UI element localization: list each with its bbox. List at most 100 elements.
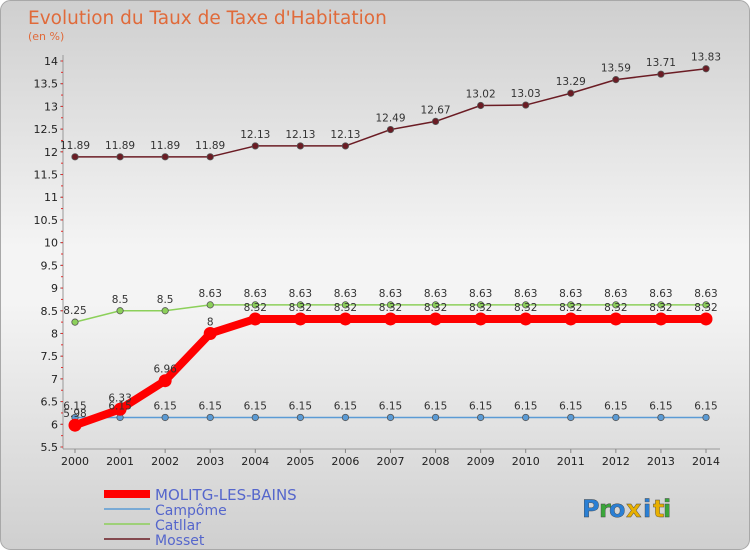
y-tick-label: 6.5 [41, 396, 59, 409]
data-point-molitg-les-bains [68, 418, 82, 432]
data-point-catllar [386, 301, 395, 309]
data-label-molitg-les-bains: 8.32 [244, 302, 267, 314]
y-tick-label: 7 [51, 373, 58, 386]
data-label-camp-me: 6.15 [649, 400, 672, 412]
y-minor-tick [61, 174, 63, 176]
y-minor-tick [61, 105, 63, 107]
legend-label-camp-me: Campôme [155, 503, 227, 519]
y-tick-label: 12.5 [34, 123, 59, 136]
data-point-mosset [567, 89, 575, 97]
data-point-mosset [341, 142, 350, 150]
data-label-catllar: 8.63 [334, 288, 357, 300]
data-label-mosset: 13.29 [556, 76, 586, 88]
y-tick-label: 11 [44, 191, 58, 204]
y-tick-label: 13.5 [34, 78, 59, 91]
data-label-molitg-les-bains: 8.32 [469, 302, 492, 314]
data-label-mosset: 11.89 [150, 140, 180, 152]
y-tick-label: 12 [44, 146, 58, 159]
data-label-molitg-les-bains: 5.98 [63, 408, 86, 420]
data-point-catllar [116, 307, 124, 315]
data-label-mosset: 13.02 [466, 89, 496, 101]
data-label-molitg-les-bains: 8.32 [604, 302, 627, 314]
y-minor-tick [61, 276, 63, 278]
data-label-catllar: 8.63 [649, 288, 672, 300]
data-label-molitg-les-bains: 8.32 [559, 302, 582, 314]
data-label-molitg-les-bains: 6.96 [153, 364, 177, 376]
y-minor-tick [61, 139, 63, 141]
logo-letter: t [653, 495, 664, 523]
y-minor-tick [61, 242, 63, 244]
data-label-mosset: 12.67 [421, 104, 451, 116]
data-label-catllar: 8.5 [112, 294, 129, 306]
y-tick-label: 5.5 [41, 441, 59, 454]
y-minor-tick [61, 185, 63, 187]
data-label-camp-me: 6.15 [559, 400, 582, 412]
y-minor-tick [61, 128, 63, 130]
data-point-mosset [702, 65, 710, 73]
data-label-camp-me: 6.15 [63, 400, 86, 412]
series-lines [68, 65, 713, 432]
data-point-camp-me [386, 413, 395, 422]
data-label-catllar: 8.63 [379, 288, 402, 300]
y-minor-tick [61, 378, 63, 380]
data-point-camp-me [702, 413, 710, 422]
data-point-molitg-les-bains [203, 326, 217, 340]
data-point-molitg-les-bains [384, 312, 397, 326]
data-point-camp-me [431, 413, 440, 422]
data-label-molitg-les-bains: 8.32 [514, 302, 537, 314]
y-tick-label: 10 [44, 237, 58, 250]
data-label-catllar: 8.5 [157, 294, 174, 306]
legend-label-mosset: Mosset [155, 533, 205, 549]
data-point-molitg-les-bains [429, 312, 443, 326]
data-point-molitg-les-bains [609, 312, 623, 326]
data-label-molitg-les-bains: 8.32 [334, 302, 357, 314]
logo-letter: r [599, 495, 611, 523]
data-label-mosset: 13.71 [646, 57, 676, 69]
data-point-molitg-les-bains [113, 402, 127, 416]
x-tick-label: 2007 [377, 455, 405, 468]
data-label-camp-me: 6.15 [694, 400, 717, 412]
y-minor-tick [61, 162, 63, 164]
legend-label-catllar: Catllar [155, 518, 201, 534]
data-point-molitg-les-bains [654, 312, 668, 326]
data-point-camp-me [251, 413, 259, 422]
data-label-mosset: 13.83 [691, 52, 721, 64]
data-point-mosset [386, 125, 395, 134]
data-label-mosset: 11.89 [105, 140, 135, 152]
y-tick-label: 6 [51, 418, 58, 431]
data-label-catllar: 8.63 [244, 288, 267, 300]
y-minor-tick [61, 446, 63, 448]
data-point-mosset [251, 142, 259, 150]
data-label-camp-me: 6.15 [334, 400, 357, 412]
data-point-camp-me [477, 413, 485, 422]
data-point-catllar [296, 301, 304, 309]
x-tick-label: 2011 [557, 455, 585, 468]
y-minor-tick [61, 94, 63, 96]
y-minor-tick [61, 117, 63, 119]
data-point-camp-me [567, 413, 575, 422]
data-point-camp-me [612, 413, 620, 422]
data-point-catllar [71, 318, 79, 326]
data-label-molitg-les-bains: 8.32 [694, 302, 717, 314]
y-minor-tick [61, 423, 63, 425]
data-point-molitg-les-bains [248, 312, 262, 326]
data-label-mosset: 12.13 [240, 129, 270, 141]
data-point-mosset [206, 153, 214, 161]
data-label-molitg-les-bains: 8.32 [649, 302, 672, 314]
data-label-camp-me: 6.15 [469, 400, 492, 412]
data-label-camp-me: 6.15 [604, 400, 627, 412]
data-label-camp-me: 6.15 [108, 400, 131, 412]
y-minor-tick [61, 401, 63, 403]
data-label-mosset: 12.13 [330, 129, 360, 141]
data-label-catllar: 8.63 [469, 288, 492, 300]
y-tick-label: 9 [51, 282, 58, 295]
x-tick-label: 2000 [61, 455, 89, 468]
data-point-mosset [522, 101, 530, 109]
y-minor-tick [61, 60, 63, 62]
data-point-catllar [477, 301, 485, 309]
data-label-catllar: 8.63 [694, 288, 717, 300]
x-tick-label: 2009 [467, 455, 495, 468]
data-point-catllar [612, 301, 620, 309]
data-point-mosset [612, 76, 620, 84]
data-label-mosset: 11.89 [195, 140, 225, 152]
